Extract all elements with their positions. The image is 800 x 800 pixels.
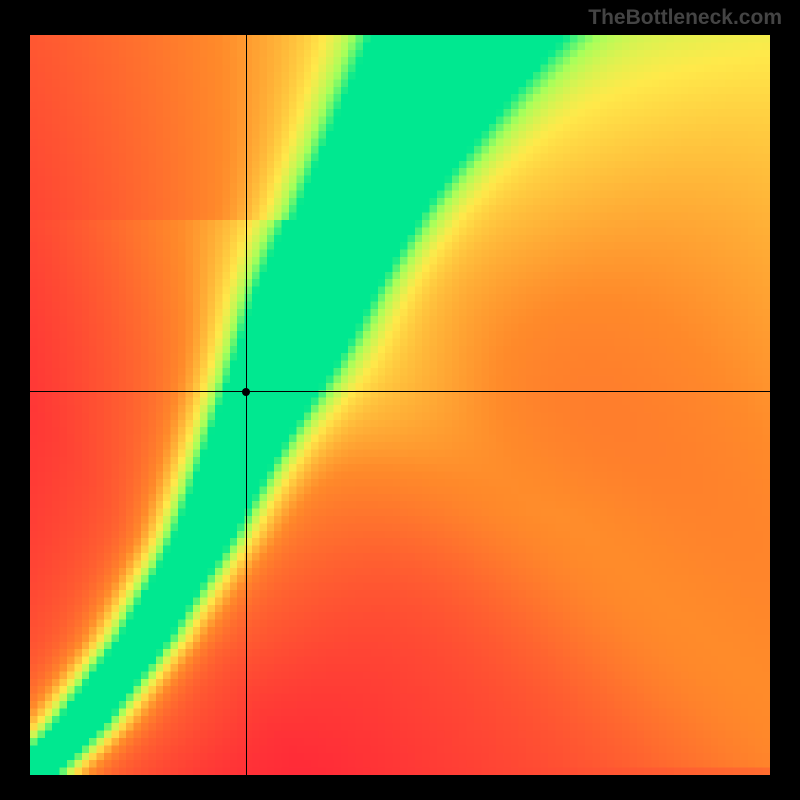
watermark-text: TheBottleneck.com bbox=[588, 6, 782, 30]
plot-area bbox=[30, 35, 770, 775]
heatmap-canvas bbox=[30, 35, 770, 775]
crosshair-vertical bbox=[246, 35, 247, 775]
crosshair-horizontal bbox=[30, 391, 770, 392]
marker-dot bbox=[242, 388, 250, 396]
chart-container: TheBottleneck.com bbox=[0, 0, 800, 800]
